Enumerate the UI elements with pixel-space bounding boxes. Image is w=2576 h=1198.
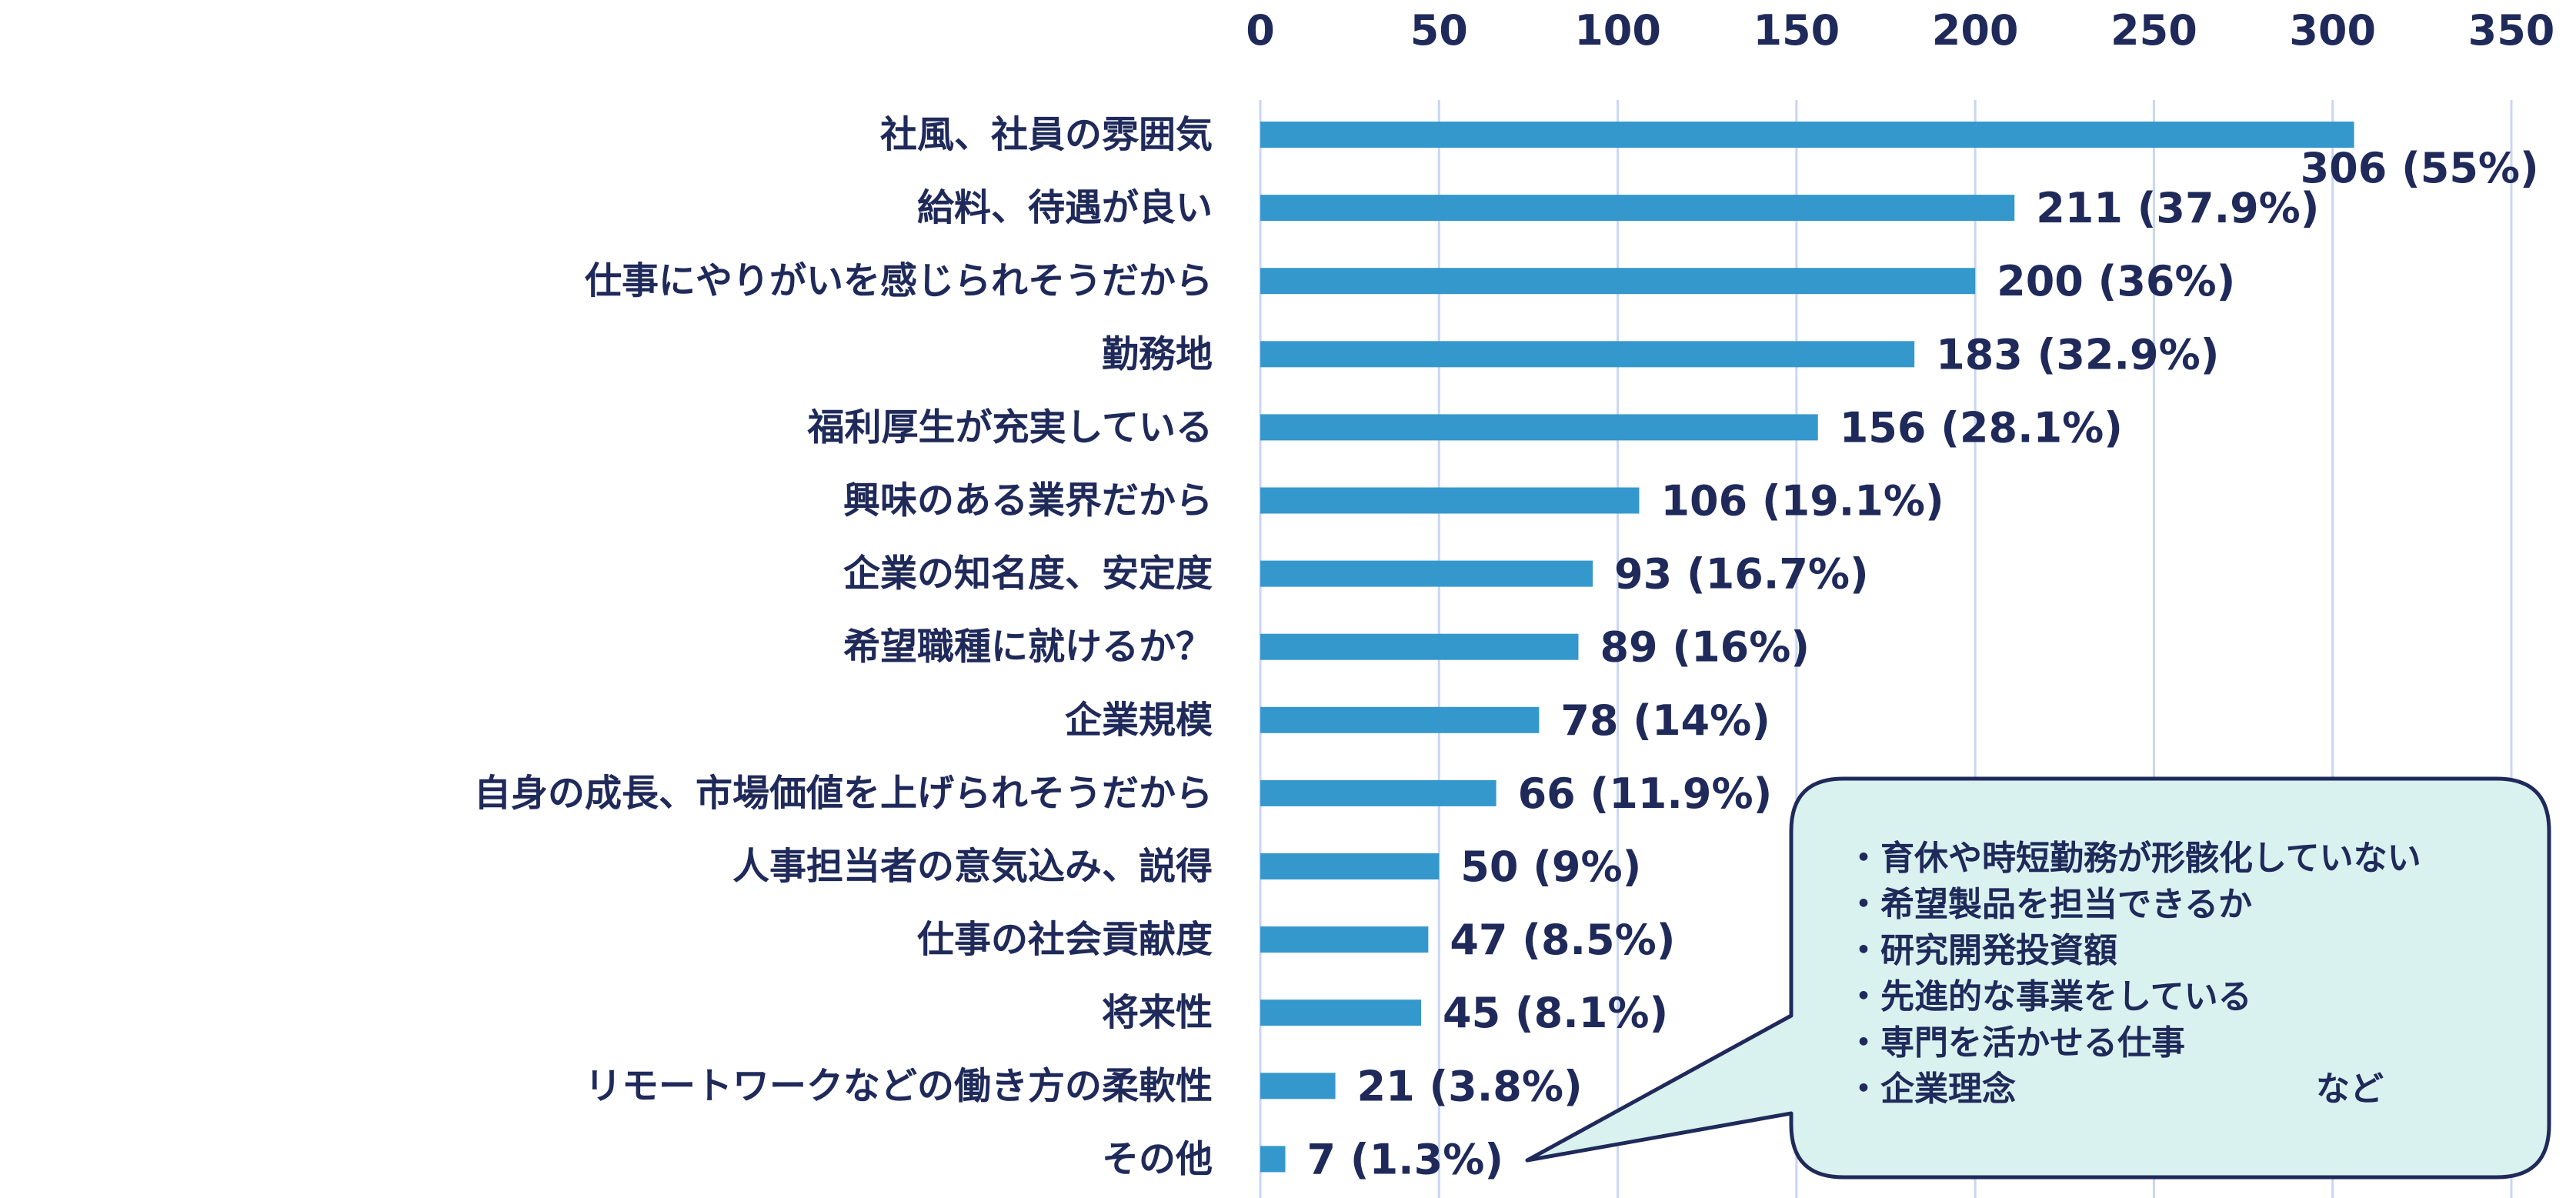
bar-14 [1260, 1073, 1336, 1100]
data-label: 50 (9%) [1460, 843, 1641, 891]
callout-line: ・専門を活かせる仕事 [1847, 1023, 2185, 1063]
category-label: 興味のある業界だから [843, 479, 1213, 522]
data-label: 7 (1.3%) [1307, 1135, 1504, 1183]
category-label: その他 [1102, 1137, 1213, 1180]
callout-line: ・先進的な事業をしている [1847, 977, 2252, 1016]
data-labels: 306 (55%)211 (37.9%) 200 (36%) 183 (32.9%)… [1307, 144, 2539, 1183]
category-label: 仕事の社会貢献度 [917, 918, 1213, 961]
callout-suffix: など [2316, 1070, 2384, 1109]
bar-13 [1260, 999, 1422, 1026]
x-tick-label-200: 200 [1932, 6, 2019, 55]
bar-6 [1260, 487, 1640, 514]
bar-4 [1260, 341, 1915, 368]
data-label: 93 (16.7%) [1614, 550, 1869, 599]
bar-11 [1260, 853, 1440, 879]
category-label: 企業の知名度、安定度 [843, 552, 1213, 596]
callout-line: ・企業理念 [1847, 1070, 2016, 1109]
x-tick-label-250: 250 [2111, 6, 2197, 55]
category-label: リモートワークなどの働き方の柔軟性 [585, 1064, 1213, 1107]
bar-1 [1260, 122, 2354, 148]
data-label: 89 (16%) [1600, 623, 1810, 672]
bars [1260, 122, 2354, 1173]
category-label: 仕事にやりがいを感じられそうだから [585, 259, 1213, 302]
bar-7 [1260, 560, 1593, 587]
x-tick-label-100: 100 [1574, 6, 1661, 55]
data-label: 183 (32.9%) [1936, 330, 2219, 379]
x-tick-label-0: 0 [1246, 6, 1275, 55]
data-label: 66 (11.9%) [1518, 769, 1773, 818]
data-label: 106 (19.1%) [1660, 477, 1944, 526]
data-label: 21 (3.8%) [1357, 1062, 1583, 1110]
category-label: 人事担当者の意気込み、説得 [732, 845, 1213, 888]
annotation-callout: ・育休や時短勤務が形骸化していない・希望製品を担当できるか・研究開発投資額・先進… [1525, 776, 2551, 1180]
callout-line: ・希望製品を担当できるか [1847, 885, 2252, 924]
callout-bubble [1525, 776, 2551, 1180]
category-label: 給料、待遇が良い [917, 186, 1213, 229]
x-tick-label-50: 50 [1410, 6, 1468, 55]
category-label: 企業規模 [1065, 699, 1213, 742]
x-tick-label-150: 150 [1753, 6, 1840, 55]
category-label: 自身の成長、市場価値を上げられそうだから [474, 772, 1213, 815]
category-labels: 社風、社員の雰囲気給料、待遇が良い仕事にやりがいを感じられそうだから勤務地福利厚… [474, 113, 1213, 1180]
bar-3 [1260, 268, 1976, 295]
x-tick-label-300: 300 [2289, 6, 2376, 55]
x-axis-ticks: 0 50 100 150 200 250 300 350 [1246, 6, 2554, 55]
category-label: 勤務地 [1102, 332, 1213, 375]
category-label: 福利厚生が充実している [806, 405, 1213, 449]
x-tick-label-350: 350 [2468, 6, 2555, 55]
bar-2 [1260, 195, 2015, 222]
data-label: 45 (8.1%) [1443, 989, 1668, 1037]
bar-8 [1260, 633, 1579, 660]
data-label: 78 (14%) [1560, 696, 1770, 745]
data-label: 156 (28.1%) [1840, 403, 2123, 452]
data-label: 211 (37.9%) [2036, 184, 2319, 232]
bar-5 [1260, 414, 1818, 441]
category-label: 社風、社員の雰囲気 [880, 113, 1213, 156]
callout-line: ・研究開発投資額 [1847, 931, 2117, 970]
bar-10 [1260, 779, 1497, 806]
category-label: 希望職種に就けるか？ [843, 626, 1213, 669]
bar-15 [1260, 1146, 1286, 1173]
category-label: 将来性 [1102, 991, 1213, 1034]
data-label: 200 (36%) [1997, 257, 2235, 305]
bar-12 [1260, 926, 1429, 953]
data-label: 47 (8.5%) [1450, 916, 1675, 964]
data-label: 306 (55%) [2301, 144, 2539, 192]
bar-9 [1260, 706, 1540, 733]
callout-line: ・育休や時短勤務が形骸化していない [1847, 839, 2421, 878]
